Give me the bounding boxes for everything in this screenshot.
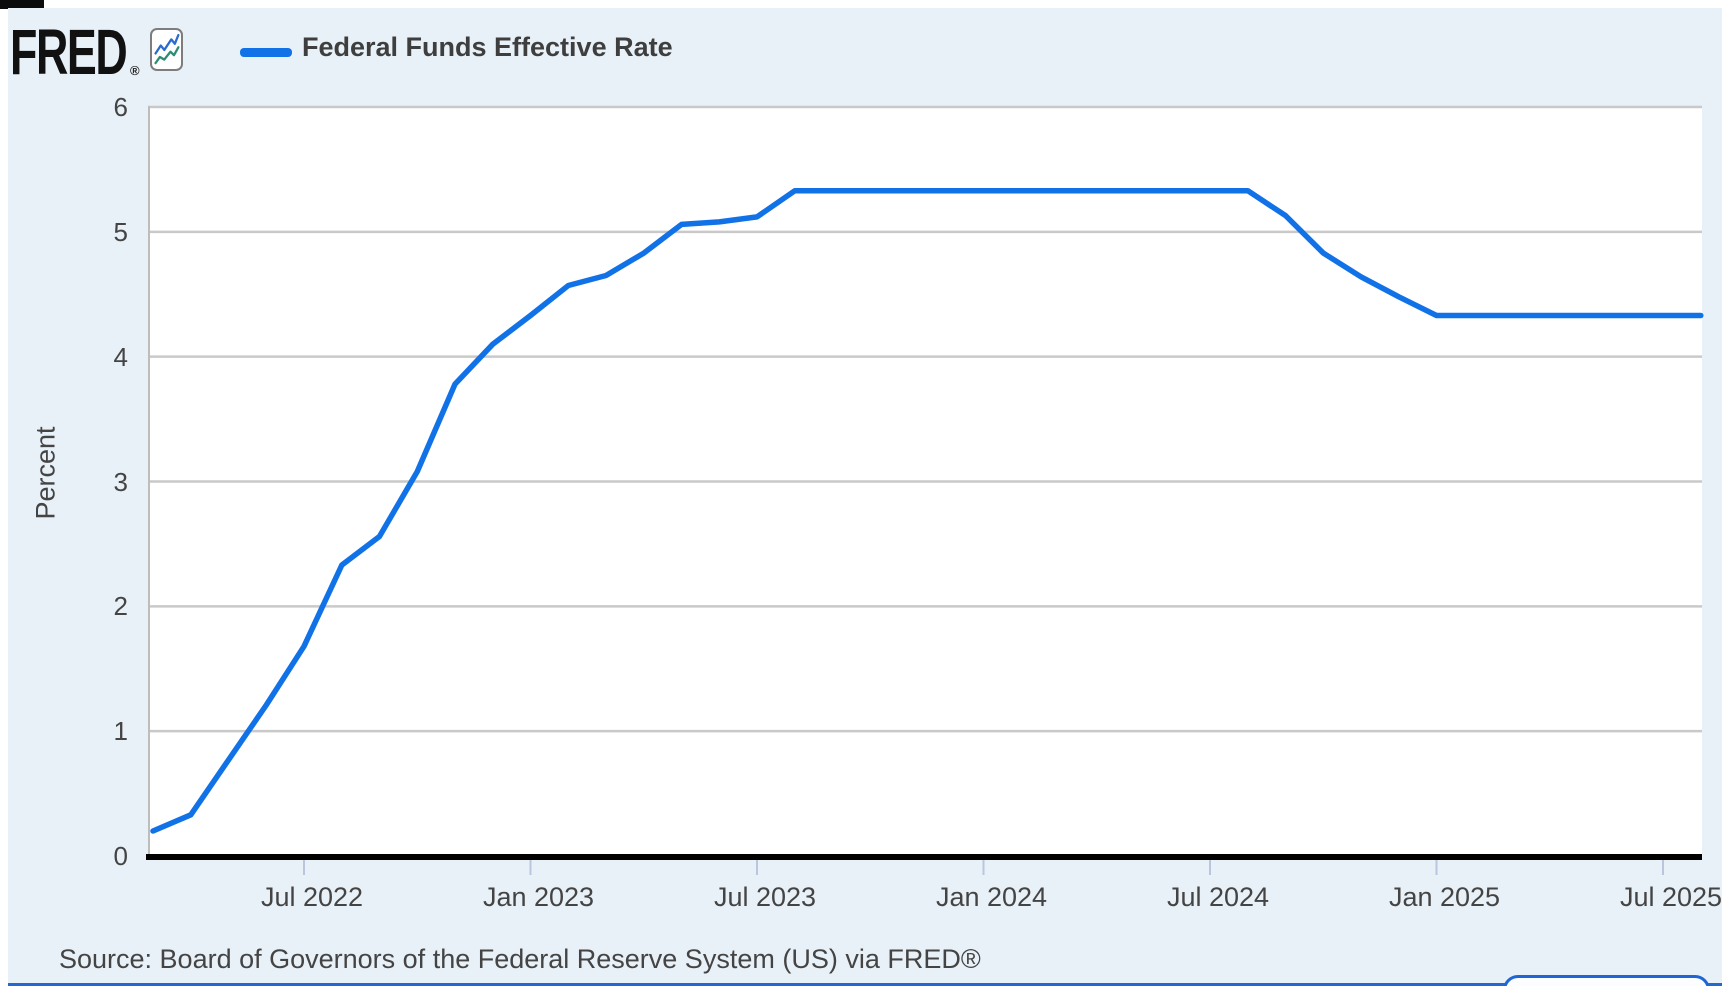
x-tick-label: Jul 2023 bbox=[713, 882, 817, 912]
plot-background bbox=[148, 106, 1702, 860]
registered-mark-icon: ® bbox=[130, 63, 140, 78]
source-text: Source: Board of Governors of the Federa… bbox=[59, 944, 981, 974]
legend-label: Federal Funds Effective Rate bbox=[302, 32, 673, 62]
x-tick-label: Jan 2023 bbox=[482, 882, 595, 912]
y-tick-label: 0 bbox=[113, 841, 128, 871]
fred-logo[interactable]: FRED bbox=[10, 16, 128, 88]
y-tick-label: 3 bbox=[113, 466, 128, 497]
y-tick-label: 4 bbox=[113, 341, 128, 372]
plot-area[interactable] bbox=[8, 8, 1722, 986]
x-tick-label: Jul 2022 bbox=[260, 882, 364, 912]
clipped-action-button[interactable] bbox=[1503, 975, 1710, 986]
line-chart-icon bbox=[150, 28, 183, 71]
x-tick-label: Jul 2025 bbox=[1619, 882, 1722, 912]
y-tick-label: 6 bbox=[113, 92, 128, 123]
x-tick-label: Jan 2025 bbox=[1388, 882, 1501, 912]
y-tick-label: 5 bbox=[113, 216, 128, 247]
data-line-federal-funds-effective-rate[interactable] bbox=[150, 187, 1704, 834]
x-tick-label: Jul 2024 bbox=[1166, 882, 1270, 912]
corner-mark bbox=[0, 0, 44, 9]
legend-line-swatch bbox=[240, 48, 292, 57]
y-axis-title: Percent bbox=[30, 426, 61, 520]
y-tick-label: 2 bbox=[113, 591, 128, 622]
chart-panel: FRED ® Federal Funds Effective Rate Perc… bbox=[8, 8, 1722, 986]
y-tick-label: 1 bbox=[113, 716, 128, 747]
x-tick-label: Jan 2024 bbox=[935, 882, 1048, 912]
